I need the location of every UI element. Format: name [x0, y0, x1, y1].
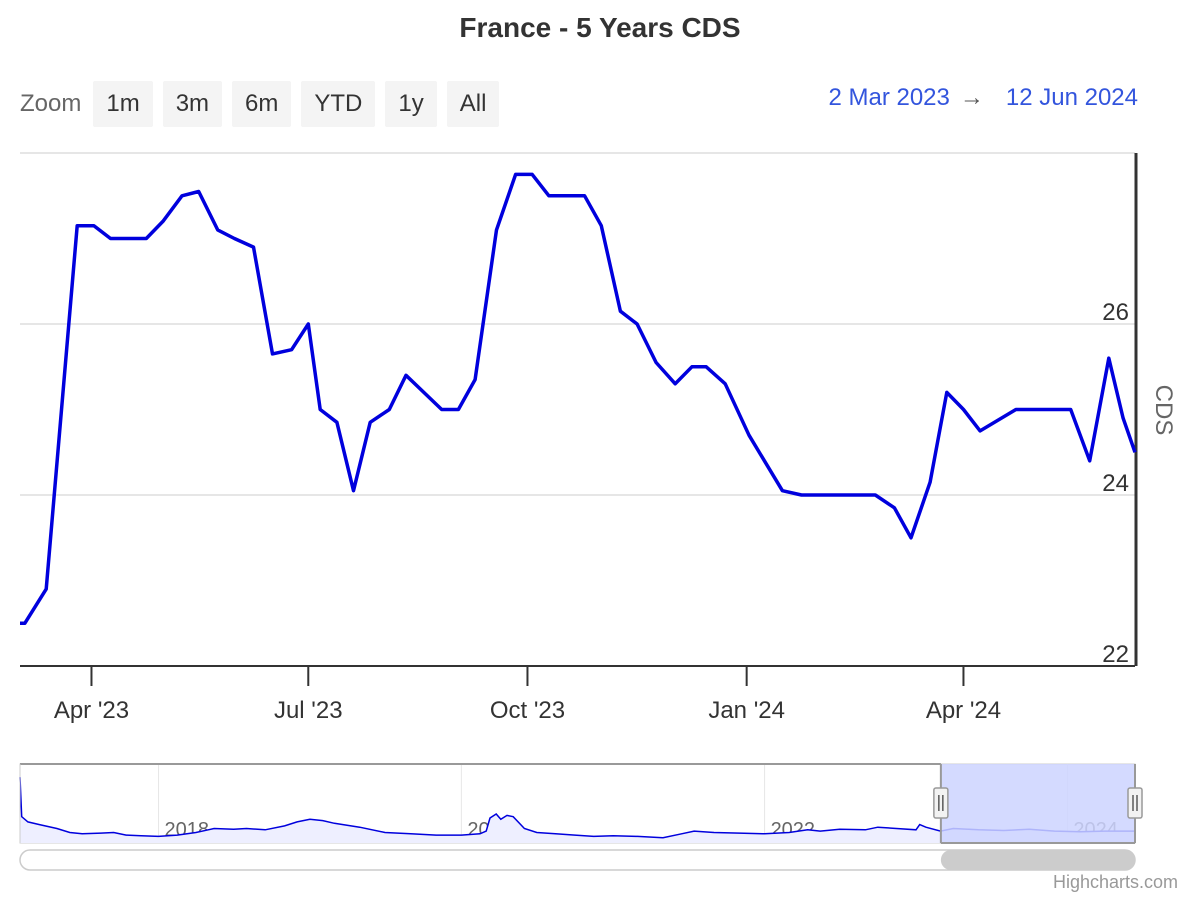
y-tick-label: 24	[1102, 470, 1129, 497]
x-tick-label: Jan '24	[708, 697, 785, 724]
range-from-input[interactable]: 2 Mar 2023	[828, 84, 950, 111]
navigator-handle-right[interactable]	[1127, 787, 1143, 819]
range-selector: Zoom 1m 3m 6m YTD 1y All	[20, 80, 509, 128]
y-tick-label: 22	[1102, 641, 1129, 668]
navigator-series-line	[19, 777, 1135, 839]
navigator-handle-left[interactable]	[933, 787, 949, 819]
chart-title: France - 5 Years CDS	[459, 12, 741, 43]
range-to-input[interactable]: 12 Jun 2024	[1005, 84, 1138, 111]
zoom-button-1y[interactable]: 1y	[385, 81, 437, 127]
scrollbar-thumb[interactable]	[940, 850, 1135, 870]
x-tick-label: Apr '23	[54, 697, 129, 724]
x-tick-label: Oct '23	[490, 697, 565, 724]
navigator-area	[20, 777, 1135, 843]
navigator-mask[interactable]	[940, 764, 1135, 843]
zoom-button-1m[interactable]: 1m	[93, 81, 153, 127]
credits-link[interactable]: Highcharts.com	[1052, 872, 1178, 892]
date-range: 2 Mar 2023 → 12 Jun 2024	[828, 84, 1138, 112]
zoom-button-ytd[interactable]: YTD	[301, 81, 376, 127]
zoom-button-all[interactable]: All	[446, 81, 500, 127]
zoom-button-6m[interactable]: 6m	[232, 81, 292, 127]
range-arrow-icon: →	[959, 84, 984, 111]
x-tick-label: Jul '23	[274, 697, 343, 724]
y-tick-label: 26	[1102, 299, 1129, 326]
series-line	[20, 172, 1137, 626]
x-tick-label: Apr '24	[926, 697, 1001, 724]
y-axis-title: CDS	[1150, 385, 1177, 436]
zoom-button-3m[interactable]: 3m	[162, 81, 223, 127]
zoom-label: Zoom	[20, 90, 82, 117]
